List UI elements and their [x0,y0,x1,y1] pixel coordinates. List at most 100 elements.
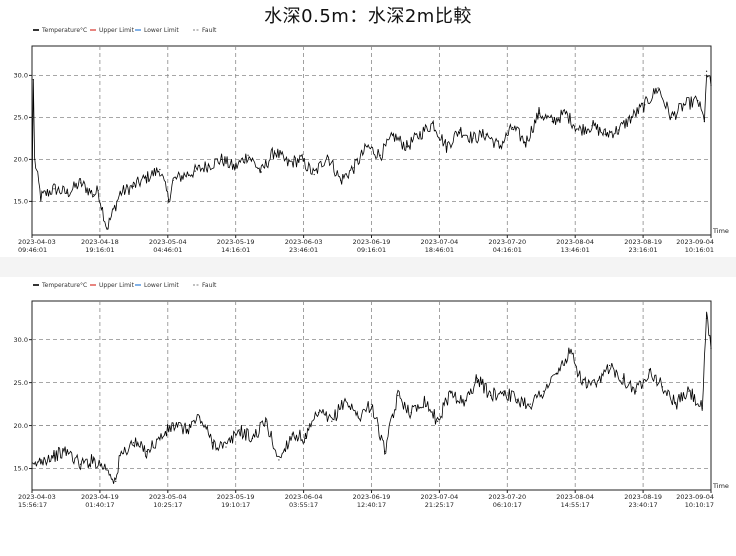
legend-item: Lower Limit [135,27,179,34]
data-point [212,442,214,444]
data-point [146,450,148,452]
chart-bottom: Temperature°C Upper Limit Lower Limit Fault… [14,282,729,509]
data-point [40,196,42,198]
data-point [379,154,381,156]
data-point [604,133,606,135]
data-point [542,390,545,392]
data-point [591,125,593,127]
chart-top: Temperature°C Upper Limit Lower Limit Fault… [14,27,729,254]
data-point [578,129,580,131]
data-point [194,170,196,172]
legend-item: Temperature°C [33,282,87,289]
data-point [608,364,611,367]
data-point [115,480,117,483]
y-tick-label: 30.0 [14,336,28,344]
data-point [31,200,33,202]
legend-label: Temperature°C [41,27,87,34]
data-point [106,227,108,229]
legend-label: Upper Limit [99,282,135,289]
x-tick-label: 01:40:17 [85,501,114,509]
x-axis-label: Time [712,482,729,490]
data-point [529,403,531,405]
x-tick-label: 23:40:17 [628,501,657,509]
data-point [97,189,99,192]
data-point [397,394,399,397]
x-tick-label: 18:46:01 [425,246,454,254]
x-tick-label: 2023-08-04 [556,238,594,246]
x-tick-label: 2023-08-19 [624,238,662,246]
data-point [705,70,708,72]
data-point [463,403,465,405]
data-point [53,188,55,190]
page-title: 水深0.5m：水深2m比較 [264,6,472,27]
data-point [631,116,633,118]
data-point [357,416,359,418]
x-tick-label: 04:46:01 [153,246,182,254]
y-tick-label: 30.0 [14,72,28,80]
data-point [207,164,209,166]
data-point [353,167,355,169]
data-point [569,351,571,354]
data-point [93,459,95,461]
legend-item: Upper Limit [90,27,135,34]
data-point [485,133,487,135]
legend-item: Temperature°C [33,27,87,34]
x-tick-label: 03:55:17 [289,501,318,509]
data-point [326,154,329,156]
data-point [595,386,597,388]
x-tick-label: 2023-07-04 [421,493,459,501]
x-tick-label: 2023-04-18 [81,238,119,246]
panel-separator [0,257,736,277]
data-point [710,347,712,349]
x-tick-label: 10:25:17 [153,501,182,509]
data-point [516,399,518,401]
data-point [459,129,461,131]
data-point [489,394,492,397]
data-point [644,104,646,106]
x-tick-label: 23:16:01 [628,246,657,254]
data-point [79,463,82,465]
x-tick-label: 09:16:01 [357,246,386,254]
x-tick-label: 23:46:01 [289,246,318,254]
data-point [198,416,201,418]
y-tick-label: 15.0 [14,198,28,206]
data-point [423,399,426,401]
data-point [476,377,478,379]
data-point [445,146,448,148]
x-tick-label: 09:46:01 [18,246,47,254]
data-point [564,112,567,114]
y-tick-label: 15.0 [14,465,28,473]
x-tick-label: 13:46:01 [561,246,590,254]
data-point [159,168,161,171]
legend-item: Lower Limit [135,282,179,289]
data-point [648,369,650,371]
data-point [419,133,421,135]
series-temperature [31,311,712,484]
x-tick-label: 2023-04-03 [18,493,56,501]
x-tick-label: 2023-04-19 [81,493,119,501]
data-point [657,87,659,89]
data-point [432,122,434,124]
legend-label: Lower Limit [144,27,179,34]
x-tick-label: 10:10:17 [685,501,714,509]
x-tick-label: 2023-05-19 [217,238,255,246]
data-point [617,129,620,131]
data-point [32,79,34,81]
data-point [317,412,320,414]
x-tick-label: 04:16:01 [493,246,522,254]
x-tick-label: 2023-06-19 [353,493,391,501]
x-tick-label: 2023-09-04 [676,238,714,246]
data-point [66,192,68,194]
data-point [384,450,386,452]
chart-panel-top: Temperature°C Upper Limit Lower Limit Fault… [0,24,736,279]
legend-label: Fault [202,27,217,34]
data-point [119,455,121,457]
data-point [106,467,108,470]
data-point [670,116,672,118]
legend-label: Upper Limit [99,27,135,34]
y-tick-label: 25.0 [14,114,28,122]
data-point [172,179,174,181]
data-point [185,429,187,431]
legend-label: Fault [202,282,217,289]
legend-item: Fault [193,27,217,34]
